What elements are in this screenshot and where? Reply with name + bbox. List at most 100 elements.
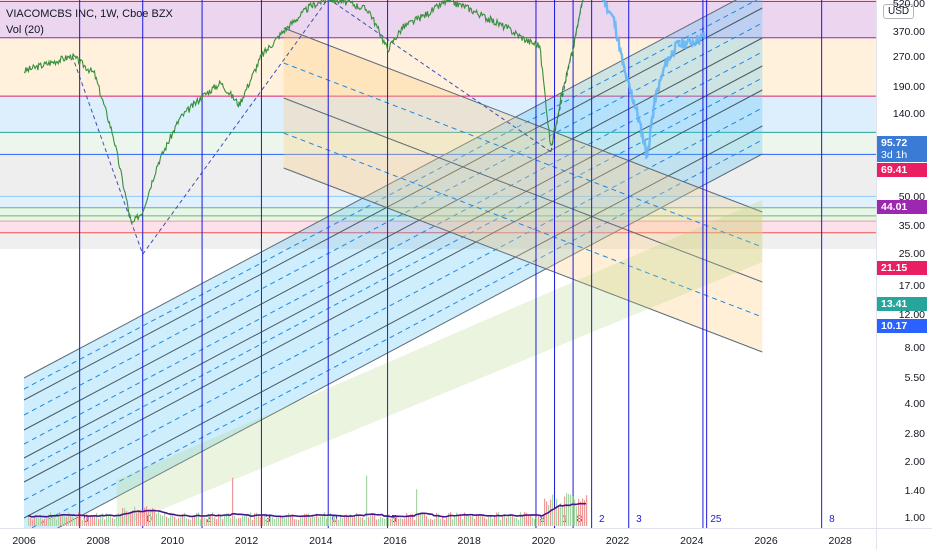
- volume-bar: [586, 495, 588, 526]
- volume-bar: [354, 515, 356, 526]
- rising-channel-median-1: [23, 22, 763, 416]
- volume-bar: [238, 518, 240, 526]
- volume-bar: [214, 517, 216, 526]
- volume-bar: [194, 516, 196, 526]
- price-badge: 10.17: [877, 319, 927, 333]
- price-badge-value: 69.41: [881, 164, 908, 176]
- price-tick-label: 8.00: [904, 342, 925, 354]
- volume-bar: [470, 515, 472, 526]
- volume-bar: [536, 517, 538, 526]
- volume-bar: [530, 514, 532, 526]
- price-tick-label: 35.00: [898, 220, 925, 232]
- volume-bar: [60, 515, 62, 526]
- volume-bar: [98, 518, 100, 526]
- volume-bar: [30, 518, 32, 526]
- volume-bar: [176, 519, 178, 526]
- volume-bar: [50, 512, 52, 526]
- currency-button[interactable]: USD: [883, 4, 915, 19]
- volume-bar: [572, 496, 574, 526]
- volume-bar: [522, 516, 524, 526]
- volume-bar: [126, 511, 128, 526]
- volume-indicator-label[interactable]: Vol (20): [6, 24, 44, 36]
- volume-bar: [204, 517, 206, 526]
- time-tick-label: 2006: [12, 535, 36, 547]
- volume-bar: [268, 517, 270, 526]
- volume-bar: [292, 514, 294, 526]
- volume-bar: [236, 518, 238, 526]
- volume-bar: [90, 516, 92, 526]
- volume-bar: [308, 513, 310, 526]
- volume-bar: [544, 498, 546, 526]
- price-tick-label: 1.00: [904, 512, 925, 524]
- volume-bar: [120, 513, 122, 526]
- volume-bar: [240, 518, 242, 526]
- volume-bar: [170, 512, 172, 526]
- rising-channel-median-4: [23, 107, 763, 501]
- volume-bar: [54, 513, 56, 526]
- volume-bar: [334, 514, 336, 526]
- price-zone-3: [0, 37, 876, 97]
- volume-bar: [372, 513, 374, 526]
- time-axis[interactable]: 2006 2008 2010 2012 2014 2016 2018 2020 2022 2024…: [0, 528, 876, 550]
- volume-bar: [480, 515, 482, 526]
- volume-bar: [446, 517, 448, 526]
- volume-bar: [360, 517, 362, 526]
- volume-bar: [146, 506, 148, 526]
- volume-bar: [114, 518, 116, 526]
- rising-channel-line-4: [23, 89, 763, 483]
- volume-bar: [448, 513, 450, 526]
- cycle-label: 2: [599, 514, 605, 525]
- volume-bar: [186, 518, 188, 526]
- volume-bar: [342, 517, 344, 526]
- volume-bar: [568, 494, 570, 526]
- volume-bar: [318, 517, 320, 526]
- volume-bar: [38, 518, 40, 526]
- volume-bar: [122, 508, 124, 526]
- price-axis[interactable]: USD 520.00 370.00 270.00 190.00 140.00 50.00 3…: [876, 0, 932, 528]
- volume-bar: [432, 519, 434, 526]
- volume-bar: [80, 514, 82, 526]
- volume-bar: [356, 512, 358, 526]
- volume-bar: [414, 519, 416, 526]
- volume-bar: [296, 519, 298, 526]
- cycle-label: 3: [636, 514, 642, 525]
- price-badge: 44.01: [877, 200, 927, 214]
- volume-bar: [276, 517, 278, 526]
- price-tick-label: 12.00: [898, 309, 925, 321]
- price-tick-label: 17.00: [898, 280, 925, 292]
- projection-path[interactable]: [588, 0, 707, 161]
- volume-bar: [498, 512, 500, 526]
- volume-bar: [260, 517, 262, 526]
- volume-bar: [44, 519, 46, 526]
- volume-bar: [456, 512, 458, 526]
- volume-bar: [48, 514, 50, 526]
- volume-bar: [232, 477, 234, 526]
- price-line-series[interactable]: [23, 0, 588, 224]
- volume-bar: [102, 513, 104, 526]
- volume-bar: [46, 518, 48, 526]
- time-tick-label: 2016: [383, 535, 407, 547]
- time-tick-label: 2010: [160, 535, 185, 547]
- volume-bar: [110, 516, 112, 526]
- volume-bar: [350, 514, 352, 526]
- volume-bar: [464, 512, 466, 526]
- volume-bar: [324, 512, 326, 526]
- volume-bar: [210, 515, 212, 526]
- volume-bar: [270, 515, 272, 526]
- volume-bar: [512, 515, 514, 526]
- volume-bar: [242, 516, 244, 526]
- volume-bar: [156, 513, 158, 526]
- volume-bar: [298, 519, 300, 526]
- symbol-title[interactable]: VIACOMCBS INC, 1W, Cboe BZX: [6, 8, 173, 20]
- price-tick-label: 2.80: [904, 428, 925, 440]
- volume-bar: [184, 512, 186, 526]
- volume-bar: [208, 513, 210, 526]
- volume-bar: [282, 517, 284, 526]
- volume-bar: [528, 514, 530, 526]
- volume-bar: [472, 515, 474, 526]
- volume-bar: [130, 511, 132, 526]
- volume-bar: [234, 515, 236, 526]
- volume-bar: [230, 518, 232, 526]
- volume-bar: [574, 499, 576, 526]
